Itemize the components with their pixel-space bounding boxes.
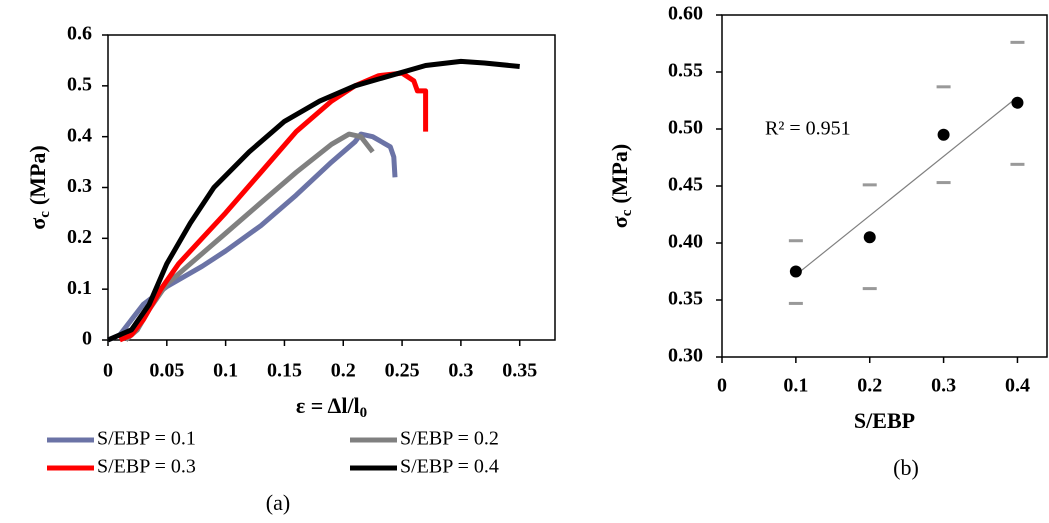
data-point (789, 265, 802, 278)
x-tick-label: 0 (717, 375, 727, 397)
x-label-text: ε = Δl/l (296, 393, 360, 418)
x-tick-label: 0.35 (502, 360, 537, 382)
caption: (b) (893, 455, 919, 480)
y-tick-label: 0.40 (668, 231, 703, 253)
y-label-symbol: σ (607, 216, 632, 228)
data-point (863, 231, 876, 244)
x-tick-label: 0.2 (857, 375, 882, 397)
y-axis-label: σc (MPa) (607, 144, 635, 229)
y-label-unit: (MPa) (25, 145, 50, 205)
y-label-subscript: c (619, 209, 635, 216)
x-tick-label: 0.15 (267, 360, 302, 382)
series-line (118, 70, 429, 343)
legend-label: S/EBP = 0.3 (97, 456, 196, 478)
y-label-unit: (MPa) (607, 144, 632, 204)
x-tick-label: 0.3 (448, 360, 473, 382)
x-tick-label: 0.1 (783, 375, 808, 397)
y-tick-label: 0.50 (668, 117, 703, 139)
x-tick-label: 0.2 (331, 360, 356, 382)
plot-frame (721, 14, 1048, 358)
y-tick-label: 0.2 (67, 226, 92, 248)
series-line (107, 58, 520, 343)
y-tick-label: 0.1 (67, 277, 92, 299)
y-tick-label: 0.45 (668, 174, 703, 196)
x-tick-label: 0.05 (149, 360, 184, 382)
x-label-text: S/EBP (854, 408, 915, 433)
x-tick-label: 0.1 (213, 360, 238, 382)
y-label-symbol: σ (25, 218, 50, 230)
plot-frame (107, 34, 556, 341)
y-tick-label: 0.30 (668, 345, 703, 367)
trendline (795, 96, 1018, 276)
annotation: R² = 0.951 (765, 118, 851, 140)
y-label-subscript: c (37, 211, 53, 218)
x-label-subscript: 0 (360, 405, 368, 421)
data-point (1011, 96, 1024, 109)
x-tick-label: 0.25 (385, 360, 420, 382)
legend-label: S/EBP = 0.4 (400, 456, 499, 478)
y-axis-label: σc (MPa) (25, 145, 53, 230)
series-line (107, 131, 398, 343)
x-tick-label: 0.3 (931, 375, 956, 397)
x-tick-label: 0 (103, 360, 113, 382)
y-tick-label: 0 (82, 328, 92, 350)
y-tick-label: 0.35 (668, 288, 703, 310)
legend-label: S/EBP = 0.2 (400, 428, 499, 450)
y-tick-label: 0.5 (67, 73, 92, 95)
y-tick-label: 0.55 (668, 60, 703, 82)
y-tick-label: 0.4 (67, 124, 92, 146)
x-axis-label: S/EBP (854, 408, 915, 433)
x-axis-label: ε = Δl/l0 (296, 393, 367, 421)
y-tick-label: 0.60 (668, 3, 703, 25)
y-tick-label: 0.3 (67, 175, 92, 197)
y-tick-label: 0.6 (67, 23, 92, 45)
data-point (937, 128, 950, 141)
caption: (a) (266, 490, 290, 515)
x-tick-label: 0.4 (1005, 375, 1030, 397)
legend-label: S/EBP = 0.1 (97, 428, 196, 450)
